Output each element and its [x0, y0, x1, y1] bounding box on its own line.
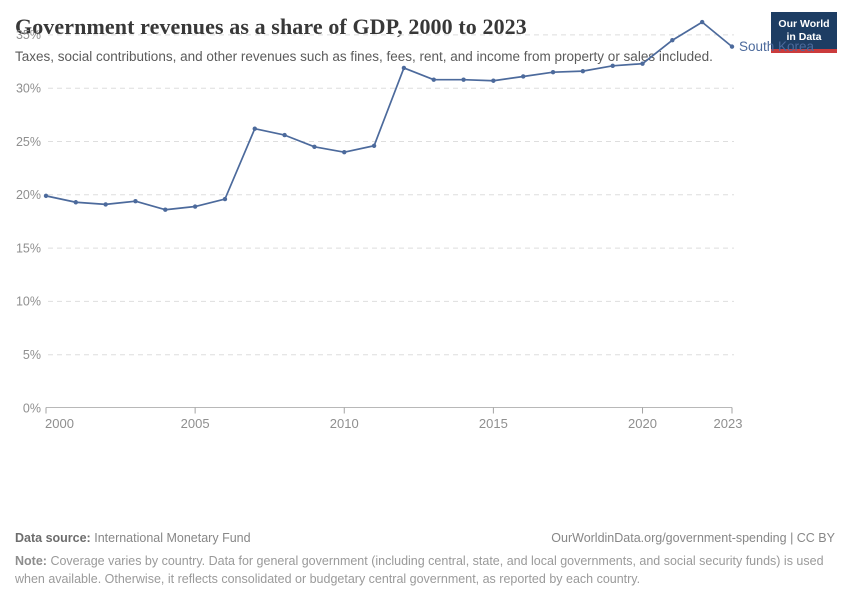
y-axis-tick-label: 0% — [23, 401, 41, 415]
note-text: Coverage varies by country. Data for gen… — [15, 554, 824, 587]
y-axis-tick-label: 15% — [16, 241, 41, 255]
x-axis-tick-label: 2023 — [714, 416, 743, 431]
data-point — [550, 70, 556, 75]
y-axis-tick-label: 35% — [16, 28, 41, 42]
data-point — [342, 149, 347, 155]
data-point — [371, 143, 377, 148]
data-point — [729, 44, 735, 49]
page-title: Government revenues as a share of GDP, 2… — [15, 14, 527, 39]
owid-logo: Our World in Data — [771, 12, 837, 54]
owid-logo-text-line1: Our World — [778, 18, 830, 30]
data-point — [699, 19, 705, 25]
data-source-label: Data source: — [15, 531, 91, 545]
data-point — [73, 200, 79, 205]
data-point — [43, 193, 49, 199]
data-point — [163, 207, 168, 212]
y-axis-tick-label: 5% — [23, 348, 41, 362]
chart-subtitle: Taxes, social contributions, and other r… — [15, 49, 713, 65]
data-point — [103, 202, 108, 207]
data-point — [222, 196, 228, 202]
data-point — [461, 77, 466, 82]
data-point — [521, 74, 526, 79]
y-axis-tick-label: 30% — [16, 82, 41, 96]
data-source-value: International Monetary Fund — [94, 531, 251, 545]
owid-logo-text-line2: in Data — [786, 31, 822, 44]
series-end-label: South Korea — [739, 39, 815, 54]
data-point — [580, 68, 586, 74]
y-axis-tick-label: 20% — [16, 188, 41, 202]
x-axis-tick-label: 2010 — [330, 416, 359, 431]
data-point — [133, 198, 138, 204]
x-axis-tick-label: 2005 — [181, 416, 210, 431]
chart-note: Note: Coverage varies by country. Data f… — [15, 552, 833, 588]
data-point — [282, 132, 287, 138]
x-axis-tick-label: 2015 — [479, 416, 508, 431]
data-point — [640, 61, 645, 66]
data-point — [491, 78, 496, 83]
data-point — [192, 204, 198, 209]
chart-footer: Data source: International Monetary Fund… — [15, 531, 835, 588]
note-label: Note: — [15, 554, 47, 568]
data-point — [401, 65, 407, 71]
data-point — [312, 144, 317, 150]
data-point — [670, 38, 675, 43]
y-axis-tick-label: 25% — [16, 135, 41, 149]
data-source: Data source: International Monetary Fund — [15, 531, 251, 545]
data-point — [610, 63, 615, 69]
x-axis-tick-label: 2000 — [45, 416, 74, 431]
y-axis-tick-label: 10% — [16, 295, 41, 309]
line-chart: 0% 5% 10% 15% 20% 25% 30% 35% 2000 2005 2010 2015 20… — [16, 19, 815, 431]
data-point — [431, 77, 436, 82]
data-point — [252, 126, 257, 131]
data-line-south-korea — [45, 21, 733, 211]
chart-header: Government revenues as a share of GDP, 2… — [15, 14, 835, 68]
line-chart-svg: 0% 5% 10% 15% 20% 25% 30% 35% 2000 2005 2010 2015 20… — [16, 19, 815, 431]
rights-notice: OurWorldinData.org/government-spending |… — [551, 531, 835, 545]
x-axis-tick-label: 2020 — [628, 416, 657, 431]
